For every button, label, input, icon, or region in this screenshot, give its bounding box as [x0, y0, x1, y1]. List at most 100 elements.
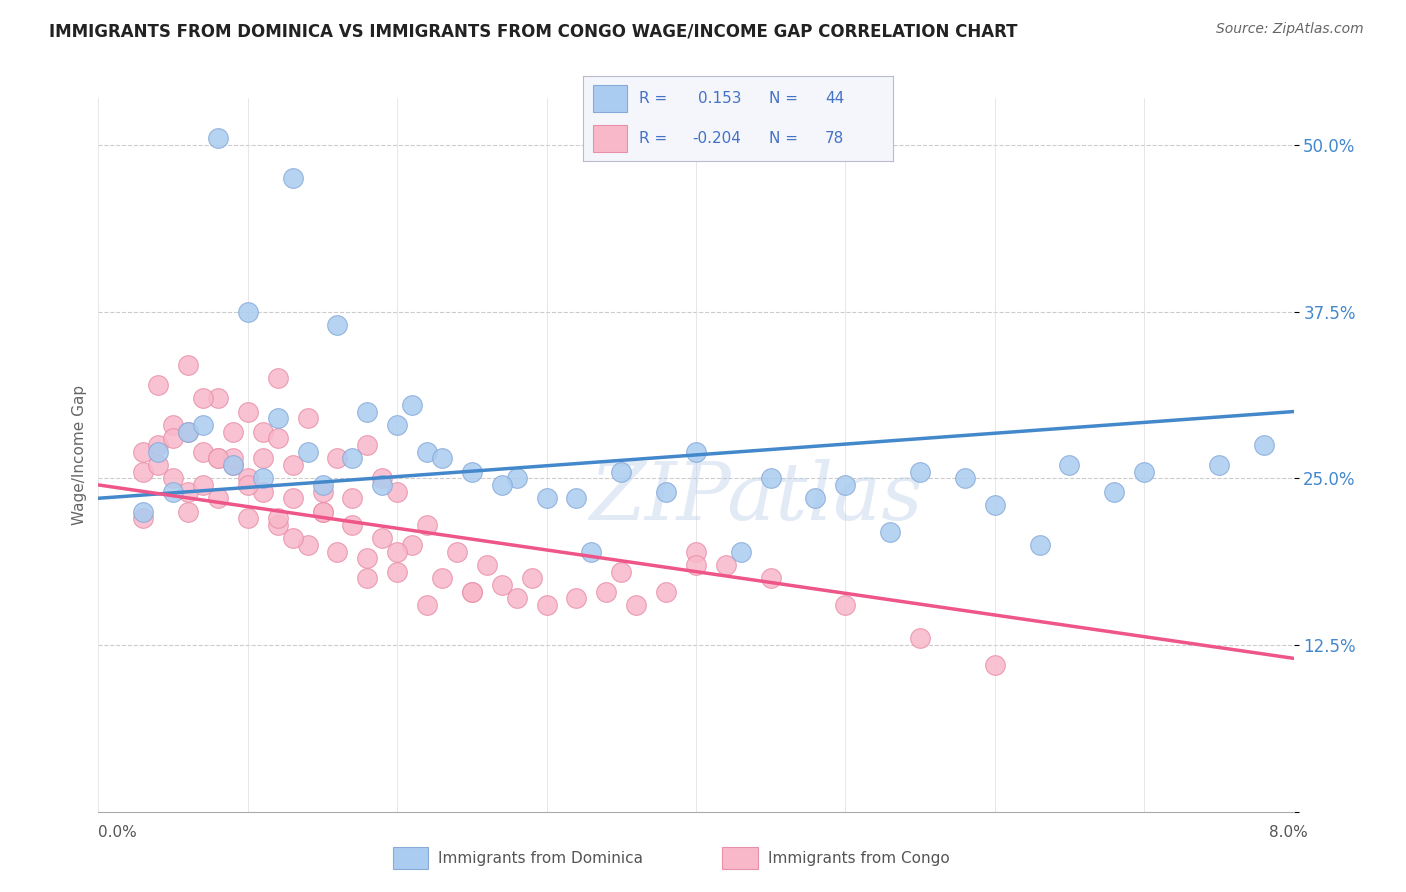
- Point: [461, 584, 484, 599]
- Point: [326, 451, 349, 466]
- Point: [267, 411, 290, 425]
- Point: [834, 598, 856, 612]
- Point: [595, 584, 617, 599]
- Point: [536, 491, 558, 506]
- Point: [191, 444, 214, 458]
- Point: [297, 444, 319, 458]
- Point: [385, 544, 409, 558]
- Text: 0.0%: 0.0%: [98, 825, 138, 839]
- Text: Immigrants from Dominica: Immigrants from Dominica: [437, 851, 643, 865]
- Point: [191, 478, 214, 492]
- Point: [252, 425, 274, 439]
- Point: [416, 518, 439, 533]
- Point: [1208, 458, 1230, 472]
- Point: [416, 444, 439, 458]
- Point: [267, 518, 290, 533]
- Point: [834, 478, 856, 492]
- Point: [267, 431, 290, 445]
- Point: [236, 304, 259, 318]
- Point: [624, 598, 647, 612]
- Text: ZIPatlas: ZIPatlas: [589, 459, 922, 536]
- Point: [461, 465, 484, 479]
- Point: [953, 471, 976, 485]
- Text: Source: ZipAtlas.com: Source: ZipAtlas.com: [1216, 22, 1364, 37]
- Point: [446, 544, 468, 558]
- Point: [536, 598, 558, 612]
- Point: [610, 565, 633, 579]
- Point: [356, 404, 378, 418]
- Text: 78: 78: [825, 131, 844, 146]
- Point: [655, 584, 678, 599]
- Point: [132, 511, 155, 525]
- Point: [491, 578, 513, 592]
- Point: [252, 451, 274, 466]
- Text: R =: R =: [640, 131, 668, 146]
- Point: [297, 538, 319, 552]
- Y-axis label: Wage/Income Gap: Wage/Income Gap: [72, 384, 87, 525]
- Point: [371, 531, 394, 545]
- Point: [655, 484, 678, 499]
- Point: [252, 471, 274, 485]
- Point: [401, 538, 423, 552]
- Point: [281, 531, 304, 545]
- Text: -0.204: -0.204: [692, 131, 741, 146]
- Point: [879, 524, 901, 539]
- Point: [804, 491, 827, 506]
- Point: [685, 544, 707, 558]
- Point: [311, 505, 333, 519]
- Point: [326, 318, 349, 332]
- Point: [148, 444, 170, 458]
- Point: [267, 371, 290, 385]
- FancyBboxPatch shape: [392, 847, 429, 869]
- Point: [132, 505, 155, 519]
- Point: [461, 584, 484, 599]
- Text: 8.0%: 8.0%: [1268, 825, 1308, 839]
- Point: [148, 458, 170, 472]
- Point: [236, 511, 259, 525]
- Point: [236, 478, 259, 492]
- Point: [401, 398, 423, 412]
- Text: N =: N =: [769, 131, 799, 146]
- Point: [222, 425, 245, 439]
- Point: [759, 471, 782, 485]
- Point: [207, 391, 229, 405]
- Point: [281, 458, 304, 472]
- Point: [326, 544, 349, 558]
- Point: [983, 498, 1005, 512]
- Point: [1059, 458, 1081, 472]
- FancyBboxPatch shape: [723, 847, 758, 869]
- Point: [342, 491, 364, 506]
- Point: [430, 451, 453, 466]
- Point: [356, 438, 378, 452]
- Point: [191, 391, 214, 405]
- Point: [385, 565, 409, 579]
- Point: [222, 458, 245, 472]
- Point: [908, 465, 931, 479]
- Text: N =: N =: [769, 91, 799, 106]
- Point: [371, 471, 394, 485]
- Text: IMMIGRANTS FROM DOMINICA VS IMMIGRANTS FROM CONGO WAGE/INCOME GAP CORRELATION CH: IMMIGRANTS FROM DOMINICA VS IMMIGRANTS F…: [49, 22, 1018, 40]
- Point: [297, 411, 319, 425]
- Point: [342, 518, 364, 533]
- Text: 0.153: 0.153: [697, 91, 741, 106]
- Point: [207, 131, 229, 145]
- Point: [730, 544, 752, 558]
- Text: 44: 44: [825, 91, 844, 106]
- Point: [506, 471, 529, 485]
- Point: [506, 591, 529, 606]
- Point: [222, 451, 245, 466]
- Point: [132, 465, 155, 479]
- Point: [983, 658, 1005, 673]
- Point: [236, 471, 259, 485]
- Point: [759, 571, 782, 585]
- Point: [356, 551, 378, 566]
- Point: [685, 558, 707, 572]
- Point: [1253, 438, 1275, 452]
- Point: [207, 491, 229, 506]
- Point: [311, 478, 333, 492]
- Point: [1102, 484, 1125, 499]
- Point: [148, 377, 170, 392]
- Point: [177, 484, 200, 499]
- Point: [565, 491, 588, 506]
- Point: [1133, 465, 1156, 479]
